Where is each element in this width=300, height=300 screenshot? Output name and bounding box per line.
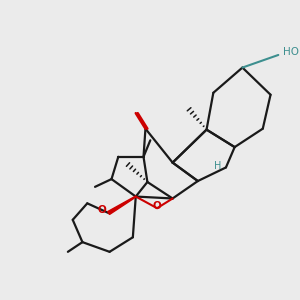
Text: HO: HO bbox=[283, 47, 299, 57]
Polygon shape bbox=[108, 196, 136, 214]
Text: O: O bbox=[153, 201, 161, 211]
Text: O: O bbox=[98, 205, 106, 215]
Text: H: H bbox=[214, 160, 222, 170]
